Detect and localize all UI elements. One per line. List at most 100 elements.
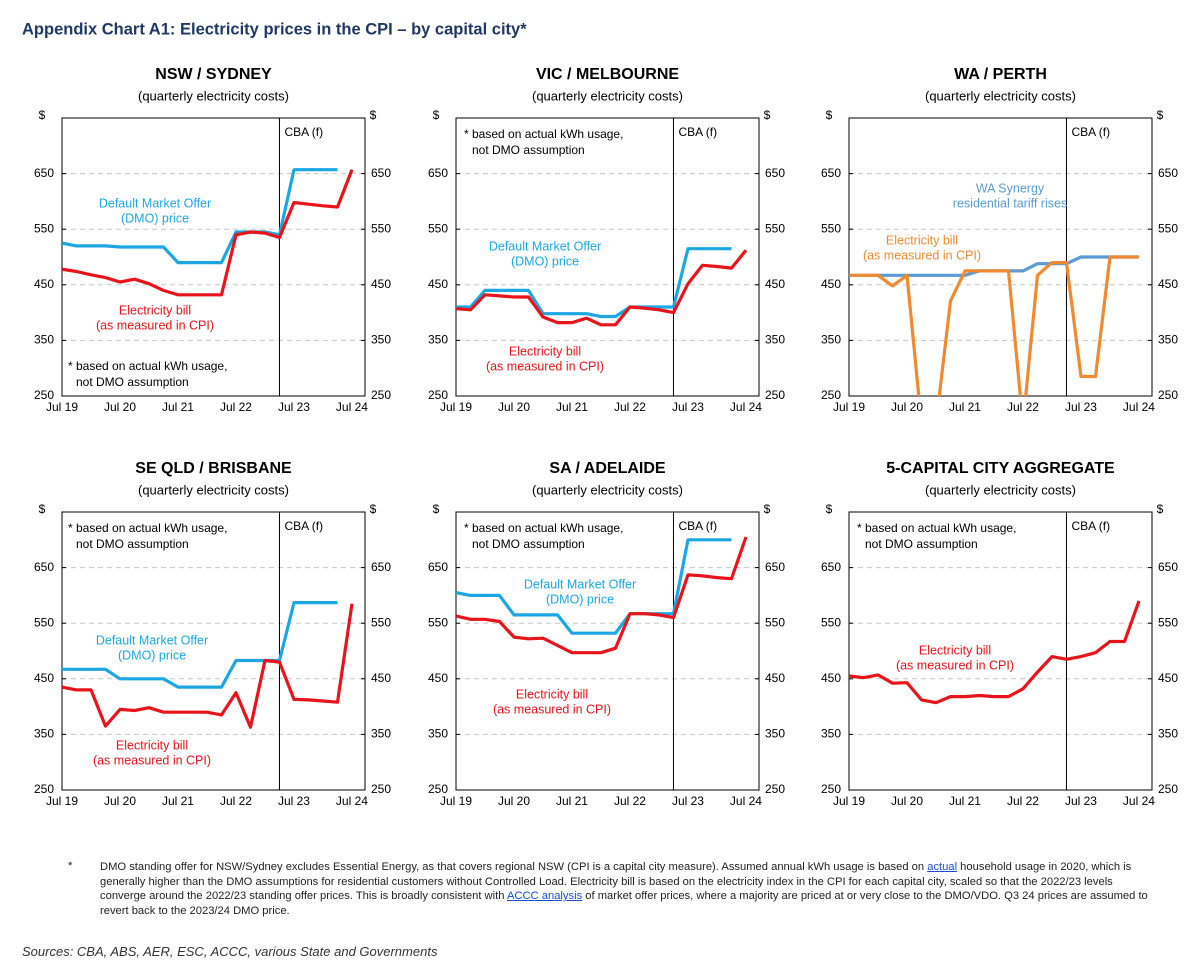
series-annotation: Electricity bill [516, 687, 588, 701]
x-tick-label: Jul 23 [1065, 400, 1097, 414]
x-tick-label: Jul 22 [614, 794, 646, 808]
y2-tick-label: 250 [765, 388, 785, 402]
x-tick-label: Jul 22 [614, 400, 646, 414]
y2-tick-label: 550 [371, 615, 391, 629]
y-tick-label: 450 [34, 277, 54, 291]
plot-frame [848, 117, 1153, 397]
series-annotation: Default Market Offer [96, 633, 208, 647]
forecast-label: CBA (f) [284, 519, 323, 533]
y-tick-label: 550 [821, 615, 841, 629]
footnote-link[interactable]: ACCC analysis [506, 890, 583, 902]
note: * based on actual kWh usage, [857, 521, 1016, 535]
y2-tick-label: 250 [371, 782, 391, 796]
x-tick-label: Jul 20 [498, 794, 530, 808]
figure-title: Appendix Chart A1: Electricity prices in… [22, 20, 527, 38]
x-tick-label: Jul 19 [46, 400, 78, 414]
x-tick-label: Jul 23 [672, 400, 704, 414]
y2-axis-label: $ [764, 502, 771, 516]
panel-subtitle: (quarterly electricity costs) [532, 482, 683, 497]
y-tick-label: 550 [34, 615, 54, 629]
x-tick-label: Jul 22 [1007, 400, 1039, 414]
x-tick-label: Jul 19 [440, 400, 472, 414]
y2-tick-label: 250 [765, 782, 785, 796]
y-tick-label: 550 [34, 221, 54, 235]
series-annotation: Electricity bill [886, 233, 958, 247]
plot-frame [61, 117, 366, 397]
panel-subtitle: (quarterly electricity costs) [925, 88, 1076, 103]
y2-tick-label: 350 [1158, 333, 1178, 347]
y-tick-label: 450 [428, 671, 448, 685]
y2-tick-label: 450 [371, 671, 391, 685]
y2-tick-label: 550 [1158, 615, 1178, 629]
forecast-label: CBA (f) [678, 125, 717, 139]
y-tick-label: 450 [821, 671, 841, 685]
y-tick-label: 650 [428, 560, 448, 574]
note: * based on actual kWh usage, [68, 521, 227, 535]
y2-axis-label: $ [370, 502, 377, 516]
x-tick-label: Jul 19 [833, 400, 865, 414]
panel-title: VIC / MELBOURNE [536, 66, 679, 83]
series-annotation: (as measured in CPI) [896, 658, 1014, 672]
x-tick-label: Jul 23 [278, 400, 310, 414]
y-axis-label: $ [39, 108, 46, 122]
series-annotation: (as measured in CPI) [486, 359, 604, 373]
note: not DMO assumption [76, 537, 189, 551]
y-axis-label: $ [433, 108, 440, 122]
panel-subtitle: (quarterly electricity costs) [532, 88, 683, 103]
footnote: DMO standing offer for NSW/Sydney exclud… [100, 860, 1150, 918]
series-line [849, 255, 1139, 396]
y2-tick-label: 550 [765, 615, 785, 629]
series-line [62, 603, 354, 729]
x-tick-label: Jul 19 [833, 794, 865, 808]
y-tick-label: 550 [428, 615, 448, 629]
footnote-link[interactable]: actual [927, 861, 958, 873]
panel-subtitle: (quarterly electricity costs) [138, 88, 289, 103]
x-tick-label: Jul 21 [556, 794, 588, 808]
forecast-label: CBA (f) [284, 125, 323, 139]
note: not DMO assumption [76, 375, 189, 389]
x-tick-label: Jul 23 [1065, 794, 1097, 808]
series-annotation: (as measured in CPI) [93, 753, 211, 767]
y2-axis-label: $ [1157, 502, 1164, 516]
y2-tick-label: 350 [371, 727, 391, 741]
y-tick-label: 350 [34, 727, 54, 741]
y-tick-label: 650 [428, 166, 448, 180]
y-tick-label: 350 [428, 333, 448, 347]
x-tick-label: Jul 24 [1123, 794, 1155, 808]
x-tick-label: Jul 20 [104, 794, 136, 808]
series-annotation: (DMO) price [511, 254, 579, 268]
y2-tick-label: 650 [371, 560, 391, 574]
y-tick-label: 550 [428, 221, 448, 235]
x-tick-label: Jul 24 [730, 400, 762, 414]
x-tick-label: Jul 24 [730, 794, 762, 808]
y-tick-label: 250 [34, 782, 54, 796]
series-annotation: Electricity bill [116, 738, 188, 752]
panel-title: NSW / SYDNEY [155, 66, 272, 83]
note: * based on actual kWh usage, [68, 359, 227, 373]
series-annotation: residential tariff rises [953, 196, 1067, 210]
x-tick-label: Jul 19 [440, 794, 472, 808]
x-tick-label: Jul 24 [336, 400, 368, 414]
y2-tick-label: 450 [371, 277, 391, 291]
y2-tick-label: 350 [765, 727, 785, 741]
series-annotation: Electricity bill [509, 344, 581, 358]
y2-tick-label: 250 [1158, 782, 1178, 796]
x-tick-label: Jul 20 [891, 400, 923, 414]
y2-tick-label: 550 [371, 221, 391, 235]
series-annotation: (as measured in CPI) [863, 248, 981, 262]
panel-title: SA / ADELAIDE [549, 460, 665, 477]
note: not DMO assumption [865, 537, 978, 551]
plot-frame [61, 511, 366, 791]
y-tick-label: 450 [428, 277, 448, 291]
charts: Appendix Chart A1: Electricity prices in… [22, 20, 1178, 808]
x-tick-label: Jul 21 [162, 794, 194, 808]
x-tick-label: Jul 21 [162, 400, 194, 414]
series-annotation: Default Market Offer [489, 239, 601, 253]
y-tick-label: 250 [821, 388, 841, 402]
x-tick-label: Jul 22 [220, 400, 252, 414]
y2-axis-label: $ [370, 108, 377, 122]
plot-frame [455, 117, 760, 397]
y2-tick-label: 650 [371, 166, 391, 180]
y-tick-label: 250 [428, 782, 448, 796]
series-line [456, 536, 748, 655]
